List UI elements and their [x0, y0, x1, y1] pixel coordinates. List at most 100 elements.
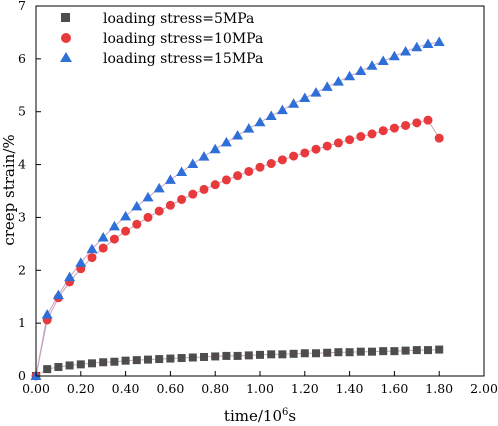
data-point-series-1: [322, 141, 332, 151]
y-tick-label: 5: [18, 104, 26, 119]
data-point-series-2: [86, 243, 98, 254]
data-point-series-2: [299, 92, 311, 102]
data-point-series-1: [154, 206, 164, 216]
data-point-series-0: [368, 347, 376, 356]
data-point-series-0: [222, 351, 231, 360]
data-point-series-2: [108, 220, 120, 231]
data-point-series-0: [76, 360, 85, 369]
data-point-series-1: [289, 151, 299, 161]
data-point-series-1: [277, 155, 287, 165]
legend-label-5mpa: loading stress=5MPa: [103, 11, 254, 27]
data-point-series-0: [132, 356, 141, 365]
data-point-series-1: [356, 132, 366, 142]
data-point-series-2: [254, 116, 266, 127]
data-point-series-2: [321, 81, 333, 91]
data-point-series-1: [199, 184, 209, 194]
data-point-series-1: [87, 253, 97, 263]
data-point-series-0: [233, 351, 242, 360]
data-point-series-0: [121, 356, 130, 365]
data-point-series-0: [188, 353, 197, 362]
data-point-series-2: [265, 110, 277, 120]
y-tick-label: 4: [18, 157, 26, 172]
fit-lines: [35, 41, 440, 377]
x-tick-label: 1.20: [291, 381, 319, 396]
data-point-series-2: [176, 166, 188, 176]
x-tick-label: 0.20: [67, 381, 95, 396]
data-point-series-1: [121, 226, 131, 236]
data-point-series-1: [300, 148, 310, 158]
data-point-series-2: [422, 38, 434, 49]
data-point-series-2: [131, 200, 143, 211]
data-point-series-0: [110, 357, 119, 366]
data-point-series-2: [142, 191, 154, 202]
data-point-series-2: [366, 60, 378, 70]
data-point-series-0: [166, 354, 175, 363]
x-axis-ticks: 0.00 0.20 0.40 0.60 0.80 1.00 1.20 1.40 1.60 1.80…: [22, 371, 498, 396]
data-point-series-1: [266, 159, 276, 169]
data-point-series-1: [244, 166, 254, 176]
x-tick-label: 1.60: [380, 381, 408, 396]
data-markers: [30, 36, 445, 381]
x-tick-label: 0.00: [22, 381, 50, 396]
data-point-series-1: [177, 194, 187, 204]
data-point-series-0: [435, 345, 444, 354]
data-point-series-1: [423, 115, 433, 125]
data-point-series-2: [288, 98, 300, 108]
data-point-series-2: [187, 158, 199, 169]
data-point-series-0: [177, 354, 186, 363]
data-point-series-2: [198, 151, 210, 161]
data-point-series-2: [377, 55, 389, 65]
x-axis-title: time/106s: [224, 407, 296, 425]
data-point-series-2: [75, 257, 87, 267]
data-point-series-1: [389, 123, 399, 133]
data-point-series-2: [344, 70, 356, 81]
fit-line-series-2: [35, 41, 440, 377]
data-point-series-2: [388, 50, 400, 61]
data-point-series-2: [276, 104, 288, 115]
data-point-series-2: [411, 41, 423, 52]
data-point-series-0: [300, 349, 309, 358]
data-point-series-0: [356, 347, 365, 356]
data-point-series-2: [120, 210, 132, 221]
data-point-series-2: [52, 289, 64, 300]
y-tick-label: 7: [18, 0, 26, 13]
data-point-series-2: [332, 76, 344, 86]
data-point-series-0: [390, 347, 399, 356]
data-point-series-0: [200, 352, 208, 361]
data-point-series-1: [233, 171, 243, 181]
legend-label-15mpa: loading stress=15MPa: [103, 51, 263, 67]
data-point-series-0: [312, 349, 320, 358]
y-tick-label: 3: [18, 209, 26, 224]
data-point-series-0: [65, 361, 74, 370]
data-point-series-0: [412, 346, 421, 355]
y-axis-ticks: 0 1 2 3 4 5 6 7: [18, 0, 41, 383]
data-point-series-1: [401, 120, 411, 130]
y-tick-label: 0: [18, 368, 26, 383]
data-point-series-0: [424, 346, 432, 355]
data-point-series-2: [97, 232, 109, 242]
data-point-series-0: [155, 355, 164, 364]
data-point-series-0: [244, 351, 253, 360]
data-point-series-2: [243, 123, 255, 133]
legend-marker-10mpa: [61, 33, 71, 43]
data-point-series-2: [400, 45, 412, 56]
y-tick-label: 6: [18, 51, 26, 66]
legend-label-10mpa: loading stress=10MPa: [103, 31, 263, 47]
data-point-series-0: [211, 352, 220, 361]
data-point-series-0: [289, 349, 298, 358]
legend-marker-5mpa: [61, 13, 70, 22]
data-point-series-0: [334, 348, 343, 357]
data-point-series-1: [165, 200, 175, 210]
data-point-series-2: [209, 143, 221, 154]
x-tick-label: 1.00: [246, 381, 274, 396]
y-axis-title: creep strain/%: [0, 134, 18, 245]
x-tick-label: 1.40: [336, 381, 364, 396]
data-point-series-0: [278, 350, 287, 359]
data-point-series-1: [132, 219, 142, 229]
data-point-series-0: [144, 355, 152, 364]
data-point-series-2: [164, 174, 176, 184]
legend-marker-15mpa: [60, 52, 72, 62]
data-point-series-1: [378, 126, 388, 136]
data-point-series-1: [255, 162, 265, 172]
